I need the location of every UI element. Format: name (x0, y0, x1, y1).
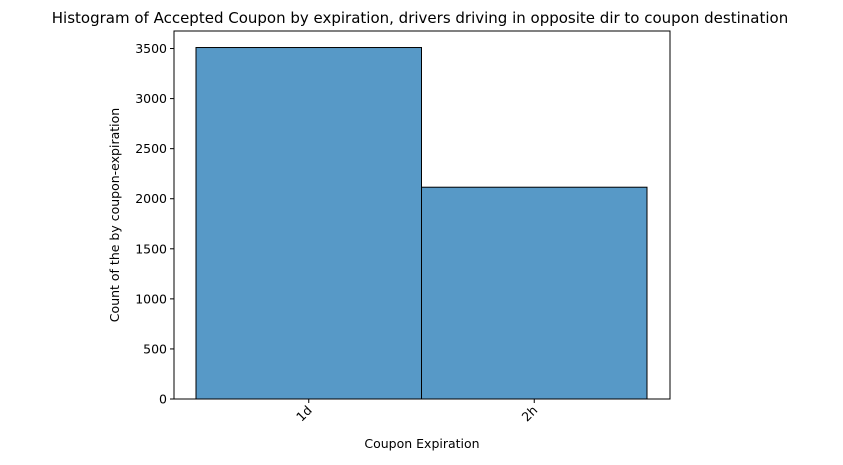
y-tick-label: 3000 (135, 91, 167, 106)
y-axis-label: Count of the by coupon-expiration (107, 108, 122, 322)
x-tick-label: 2h (519, 403, 541, 425)
bars-layer (195, 47, 648, 400)
chart-title: Histogram of Accepted Coupon by expirati… (52, 9, 788, 27)
x-axis: 1d 2h (293, 399, 540, 424)
y-tick-label: 2500 (135, 141, 167, 156)
y-tick-label: 0 (159, 392, 167, 407)
x-axis-label: Coupon Expiration (364, 436, 479, 451)
y-tick-label: 2000 (135, 191, 167, 206)
y-tick-label: 500 (143, 341, 167, 356)
plot-frame (173, 30, 671, 400)
bar-2h (421, 186, 648, 400)
bar-1d (195, 47, 422, 400)
y-axis: 0 500 1000 1500 2000 2500 3000 3500 (135, 41, 174, 407)
y-tick-label: 1500 (135, 241, 167, 256)
x-tick-label: 1d (293, 403, 315, 425)
y-tick-label: 1000 (135, 291, 167, 306)
y-tick-label: 3500 (135, 41, 167, 56)
